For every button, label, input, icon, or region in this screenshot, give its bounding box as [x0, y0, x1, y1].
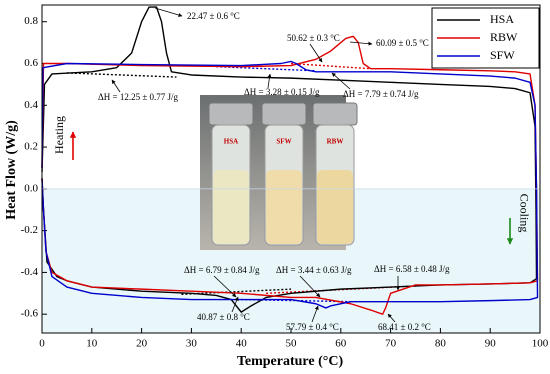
vial-liquid: [266, 170, 302, 244]
annotation: ΔH = 3.28 ± 0.15 J/g: [244, 87, 320, 97]
y-tick-label: 0.8: [24, 15, 38, 27]
annotation-arrow: [387, 313, 396, 323]
y-tick-label: -0.4: [21, 266, 39, 278]
x-tick-label: 20: [136, 338, 148, 350]
cooling-label: Cooling: [517, 194, 531, 233]
x-tick-label: 60: [335, 338, 347, 350]
legend-label: HSA: [490, 12, 514, 26]
annotation: ΔH = 3.44 ± 0.63 J/g: [276, 265, 352, 275]
x-tick-label: 90: [485, 338, 497, 350]
baseline: [290, 62, 371, 70]
annotation-arrow: [213, 275, 237, 298]
annotation-arrow: [231, 296, 239, 313]
annotation-arrow: [267, 73, 272, 89]
y-axis-title: Heat Flow (W/g): [4, 120, 19, 220]
series-line: [41, 60, 539, 309]
vial-cap: [261, 102, 307, 126]
annotation-arrow: [331, 72, 351, 90]
legend-label: SFW: [490, 48, 515, 62]
annotation-arrow: [311, 305, 319, 323]
photo-inset: HSA SFW RBW: [200, 95, 358, 250]
y-tick-label: 0.4: [24, 99, 38, 111]
vial-liquid: [213, 170, 249, 244]
vial-label: RBW: [327, 138, 344, 146]
legend-label: RBW: [490, 30, 518, 44]
annotation: 22.47 ± 0.6 °C: [187, 11, 240, 21]
x-tick-label: 100: [532, 338, 549, 350]
vial-label: HSA: [224, 138, 238, 146]
vial-label: SFW: [276, 138, 291, 146]
vial-liquid: [317, 170, 353, 244]
x-tick-label: 0: [39, 338, 45, 350]
annotation-arrow: [111, 79, 121, 93]
heating-label: Heating: [52, 116, 66, 154]
x-tick-label: 40: [236, 338, 248, 350]
annotation: 60.09 ± 0.5 °C: [376, 38, 429, 48]
x-tick-label: 30: [186, 338, 198, 350]
vial-cap: [312, 102, 358, 126]
y-tick-label: 0.0: [24, 182, 38, 194]
annotation: 68.41 ± 0.2 °C: [378, 322, 431, 332]
annotation: 50.62 ± 0.3 °C: [287, 33, 340, 43]
annotation-arrow: [349, 41, 373, 46]
baseline: [216, 65, 316, 72]
annotation-arrow: [309, 43, 323, 63]
annotation: ΔH = 6.58 ± 0.48 J/g: [374, 264, 450, 274]
annotation: 40.87 ± 0.8 °C: [197, 312, 250, 322]
annotation-arrow: [154, 7, 183, 17]
annotation: 57.79 ± 0.4 °C: [286, 322, 339, 332]
annotation: ΔH = 6.79 ± 0.84 J/g: [184, 265, 260, 275]
annotation-arrow: [299, 275, 321, 298]
y-tick-label: 0.6: [24, 57, 38, 69]
vial-cap: [208, 102, 254, 126]
x-tick-label: 50: [286, 338, 298, 350]
y-tick-label: -0.2: [21, 224, 38, 236]
x-axis-title: Temperature (°C): [237, 354, 344, 369]
y-tick-label: 0.2: [24, 141, 38, 153]
x-tick-label: 80: [435, 338, 447, 350]
y-tick-label: -0.6: [21, 308, 39, 320]
annotation: ΔH = 7.79 ± 0.74 J/g: [343, 89, 419, 99]
x-tick-label: 10: [86, 338, 98, 350]
plot-frame: [41, 4, 541, 334]
annotation: ΔH = 12.25 ± 0.77 J/g: [98, 92, 179, 102]
x-tick-label: 70: [385, 338, 397, 350]
